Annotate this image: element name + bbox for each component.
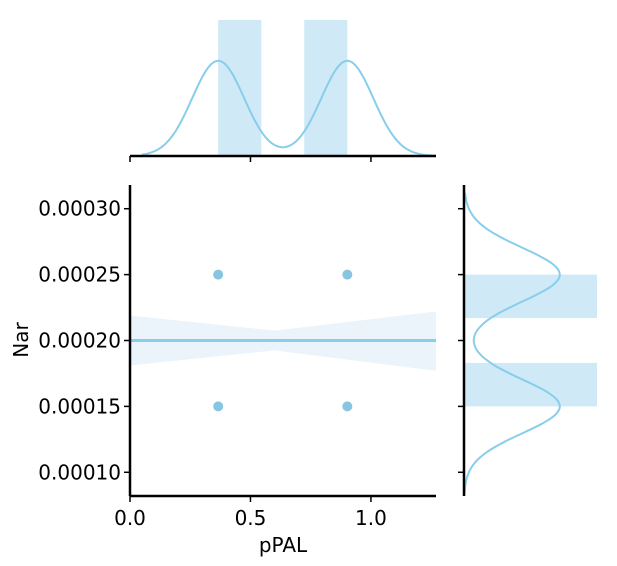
right-marginal-plot: [458, 185, 597, 497]
scatter-point: [342, 269, 353, 280]
y-marginal-hist-bar: [464, 274, 597, 319]
y-axis-title: Nar: [9, 322, 33, 358]
y-tick-label: 0.00030: [38, 197, 121, 221]
y-tick-label: 0.00010: [38, 460, 121, 484]
y-tick-label: 0.00025: [38, 263, 121, 287]
scatter-point: [342, 401, 353, 412]
x-tick-label: 0.0: [114, 506, 146, 530]
y-tick-label: 0.00015: [38, 394, 121, 418]
y-marginal-hist-bar: [464, 362, 597, 407]
y-marginal-kde-line: [463, 192, 561, 497]
x-tick-label: 0.5: [235, 506, 267, 530]
scatter-point: [213, 269, 224, 280]
main-scatter-plot: 0.0 0.5 1.0 0.00010 0.00015 0.00020 0.00025 0.0…: [38, 185, 436, 530]
top-marginal-plot: [129, 20, 436, 162]
y-tick-label: 0.00020: [38, 329, 121, 353]
scatter-point: [213, 401, 224, 412]
x-marginal-kde-line: [141, 59, 436, 157]
x-tick-label: 1.0: [355, 506, 387, 530]
x-axis-title: pPAL: [259, 533, 308, 557]
